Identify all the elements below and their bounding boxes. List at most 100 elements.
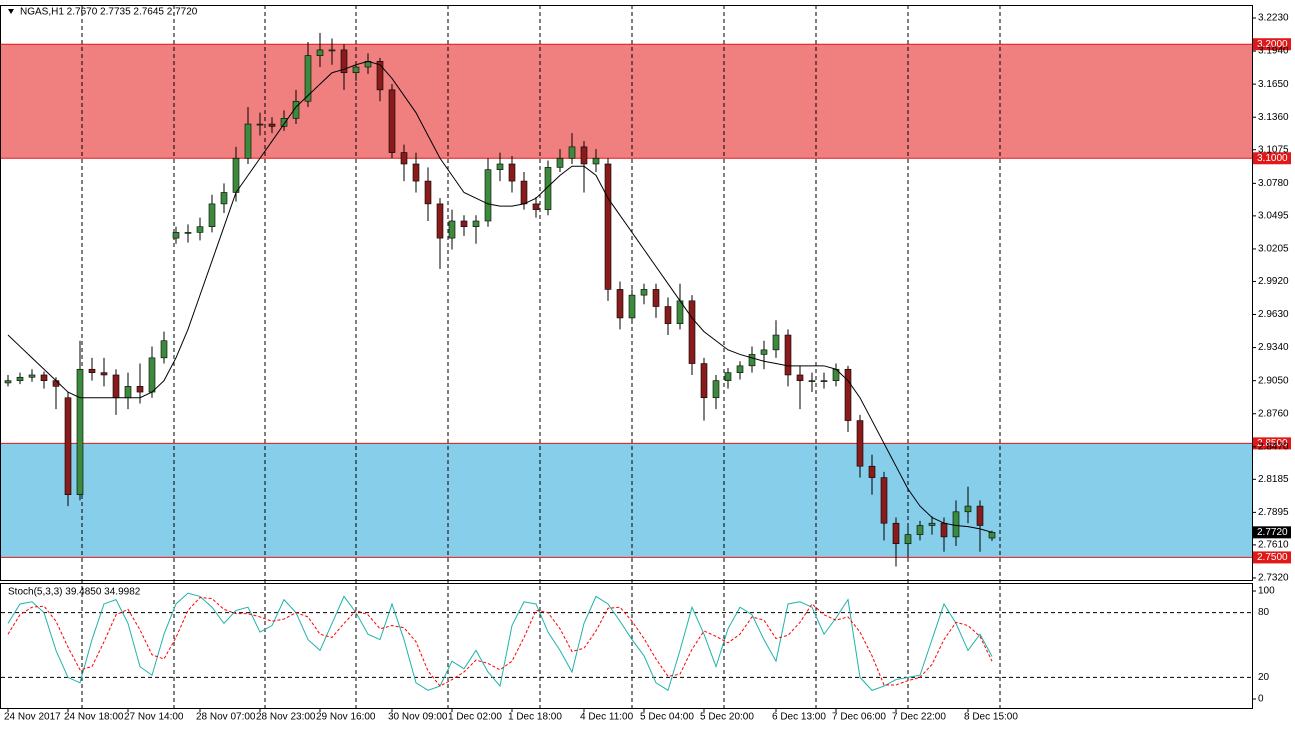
x-tick-label: 28 Nov 23:00 <box>256 712 316 723</box>
candle-body <box>16 376 24 381</box>
level-tag <box>1253 152 1291 165</box>
price-tag <box>1253 526 1291 539</box>
candle-body <box>352 66 360 74</box>
candle-body <box>112 374 120 399</box>
candle-body <box>760 349 768 355</box>
candle-body <box>4 380 12 384</box>
y-tick-label: 3.1075 <box>1258 144 1289 155</box>
y-tick-label: 3.1940 <box>1258 46 1289 57</box>
candle-body <box>748 354 756 367</box>
candle-body <box>952 511 960 538</box>
level-label: 3.1000 <box>1257 153 1288 164</box>
y-tick-label: 3.0780 <box>1258 178 1289 189</box>
y-tick-label: 2.8470 <box>1258 441 1289 452</box>
stoch-line <box>7 596 993 687</box>
menu-arrow[interactable] <box>8 9 14 14</box>
candle-body <box>568 146 576 159</box>
candle-body <box>604 163 612 290</box>
candle-body <box>712 380 720 399</box>
candle-body <box>928 522 936 526</box>
x-tick-label: 7 Dec 22:00 <box>892 712 946 723</box>
x-tick-label: 5 Dec 20:00 <box>700 712 754 723</box>
candle-body <box>340 49 348 74</box>
y-tick-label: 3.0205 <box>1258 244 1289 255</box>
y-tick-label: 80 <box>1258 607 1270 618</box>
candle-body <box>856 420 864 467</box>
candle-body <box>460 220 468 227</box>
candle-body <box>160 340 168 359</box>
candle-body <box>520 180 528 205</box>
y-tick-label: 2.8760 <box>1258 408 1289 419</box>
candle-body <box>628 294 636 319</box>
candle-body <box>472 220 480 227</box>
level-label: 2.7500 <box>1257 552 1288 563</box>
candle-body <box>28 374 36 378</box>
y-tick-label: 0 <box>1258 694 1264 705</box>
candle-body <box>136 386 144 393</box>
x-tick-label: 27 Nov 14:00 <box>124 712 184 723</box>
candle-body <box>556 157 564 168</box>
candle-body <box>52 380 60 387</box>
zone <box>1 44 1252 159</box>
candle-body <box>484 169 492 222</box>
x-tick-label: 5 Dec 04:00 <box>640 712 694 723</box>
zone <box>1 443 1252 558</box>
y-tick-label: 2.9050 <box>1258 375 1289 386</box>
candle-body <box>580 146 588 165</box>
x-tick-label: 7 Dec 06:00 <box>832 712 886 723</box>
candle-body <box>184 232 192 234</box>
candle-body <box>196 226 204 233</box>
level-tag <box>1253 551 1291 564</box>
candle-body <box>316 49 324 56</box>
candle-body <box>640 289 648 296</box>
candle-body <box>496 163 504 170</box>
price-panel <box>0 5 1253 581</box>
candle-body <box>916 525 924 535</box>
candle-body <box>232 157 240 193</box>
y-tick-label: 3.1650 <box>1258 79 1289 90</box>
candle-body <box>208 203 216 227</box>
candle-body <box>820 380 828 382</box>
y-tick-label: 2.7320 <box>1258 573 1289 584</box>
candle-body <box>796 374 804 381</box>
y-tick-label: 2.7895 <box>1258 507 1289 518</box>
y-tick-label: 100 <box>1258 586 1275 597</box>
y-tick-label: 2.9340 <box>1258 342 1289 353</box>
candle-body <box>844 368 852 421</box>
candle-body <box>124 386 132 399</box>
x-tick-label: 4 Dec 11:00 <box>580 712 634 723</box>
candle-body <box>100 372 108 376</box>
candle-body <box>172 232 180 239</box>
candle-body <box>292 100 300 119</box>
candle-body <box>940 522 948 538</box>
candle-body <box>772 334 780 351</box>
stoch-panel <box>0 583 1253 709</box>
candle-body <box>880 477 888 524</box>
chart-title: NGAS,H1 2.7670 2.7735 2.7645 2.7720 <box>20 7 198 18</box>
y-tick-label: 2.9920 <box>1258 276 1289 287</box>
candle-body <box>244 123 252 159</box>
candle-body <box>40 374 48 381</box>
candle-body <box>904 534 912 545</box>
candle-body <box>412 163 420 182</box>
candle-body <box>532 203 540 210</box>
candle-body <box>736 365 744 373</box>
x-tick-label: 29 Nov 16:00 <box>316 712 376 723</box>
x-tick-label: 30 Nov 09:00 <box>388 712 448 723</box>
candle-body <box>616 289 624 319</box>
candle-body <box>400 152 408 165</box>
candle-body <box>508 163 516 182</box>
candle-body <box>964 505 972 513</box>
candle-body <box>64 397 72 495</box>
stoch-line <box>7 592 993 692</box>
candle-body <box>652 289 660 307</box>
day-separators <box>81 5 1001 708</box>
candle-body <box>268 123 276 127</box>
candle-body <box>448 220 456 239</box>
y-tick-label: 3.2230 <box>1258 13 1289 24</box>
candle-body <box>376 61 384 91</box>
candle-body <box>220 192 228 205</box>
y-tick-label: 20 <box>1258 672 1270 683</box>
candle-body <box>688 300 696 364</box>
candle-body <box>988 532 996 539</box>
